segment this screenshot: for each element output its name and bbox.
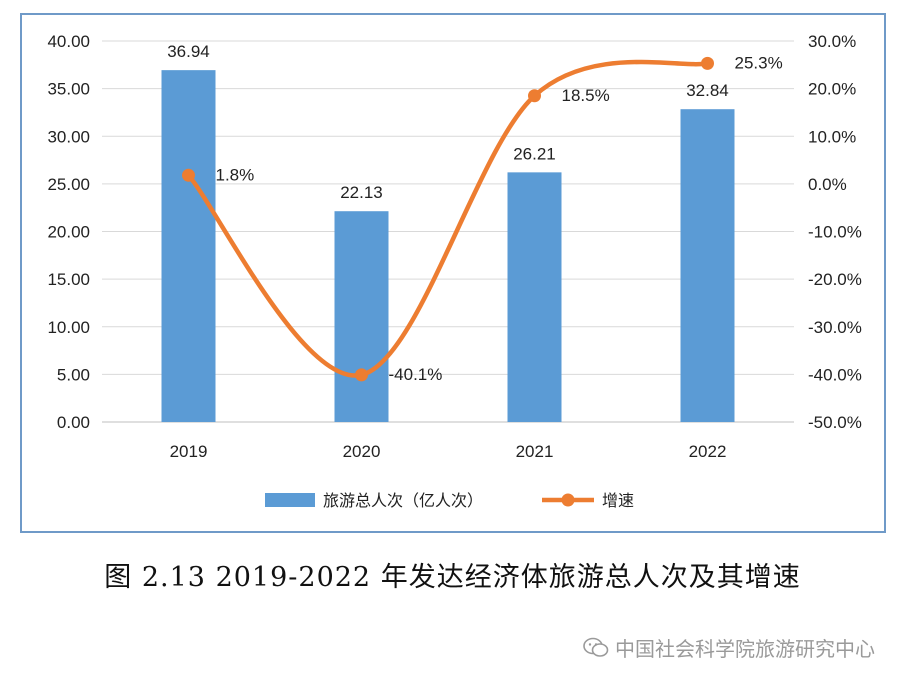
y-left-tick-label: 15.00: [47, 270, 90, 289]
y-right-tick-label: -40.0%: [808, 365, 862, 384]
y-right-tick-label: -30.0%: [808, 318, 862, 337]
bar: [507, 172, 562, 422]
wechat-icon: [583, 637, 609, 657]
y-left-tick-label: 25.00: [47, 175, 90, 194]
x-tick-label: 2022: [689, 442, 727, 461]
y-right-tick-label: -50.0%: [808, 413, 862, 432]
y-right-tick-label: 0.0%: [808, 175, 847, 194]
line-data-label: 25.3%: [735, 53, 783, 72]
bar: [161, 70, 216, 423]
y-right-tick-label: -20.0%: [808, 270, 862, 289]
y-left-tick-label: 30.00: [47, 127, 90, 146]
bar: [334, 211, 389, 422]
growth-point: [528, 89, 541, 103]
x-tick-label: 2020: [343, 442, 381, 461]
line-data-label: 18.5%: [562, 86, 610, 105]
bar-data-label: 22.13: [340, 183, 383, 202]
growth-point: [701, 56, 714, 70]
legend-label-line: 增速: [602, 491, 634, 510]
line-data-label: 1.8%: [216, 165, 255, 184]
watermark-text: 中国社会科学院旅游研究中心: [615, 637, 875, 661]
growth-point: [355, 368, 368, 382]
y-right-tick-label: -10.0%: [808, 223, 862, 242]
line-data-label: -40.1%: [389, 365, 443, 384]
legend-swatch-bar: [265, 493, 315, 507]
bar-data-label: 32.84: [686, 81, 729, 100]
bar-data-label: 36.94: [167, 42, 210, 61]
figure-caption: 图 2.13 2019-2022 年发达经济体旅游总人次及其增速: [104, 562, 801, 593]
y-right-tick-label: 30.0%: [808, 32, 856, 51]
y-left-tick-label: 10.00: [47, 318, 90, 337]
watermark: 中国社会科学院旅游研究中心: [583, 633, 875, 662]
y-left-tick-label: 40.00: [47, 32, 90, 51]
x-tick-label: 2019: [170, 442, 208, 461]
y-left-tick-label: 5.00: [57, 365, 90, 384]
y-right-tick-label: 10.0%: [808, 127, 856, 146]
chart-frame: 0.00 5.00 10.00 15.00 20.00 25.00 30.00 35.00 40…: [20, 13, 886, 533]
growth-point: [182, 168, 195, 182]
chart-svg: 0.00 5.00 10.00 15.00 20.00 25.00 30.00 35.00 40…: [47, 32, 862, 510]
legend-label-bar: 旅游总人次（亿人次）: [323, 491, 483, 510]
bar: [680, 109, 735, 422]
x-tick-label: 2021: [516, 442, 554, 461]
y-right-tick-label: 20.0%: [808, 80, 856, 99]
y-left-tick-label: 35.00: [47, 80, 90, 99]
y-left-tick-label: 0.00: [57, 413, 90, 432]
bar-data-label: 26.21: [513, 144, 556, 163]
growth-line: [186, 59, 710, 378]
y-left-tick-label: 20.00: [47, 223, 90, 242]
legend-swatch-marker: [561, 493, 575, 507]
